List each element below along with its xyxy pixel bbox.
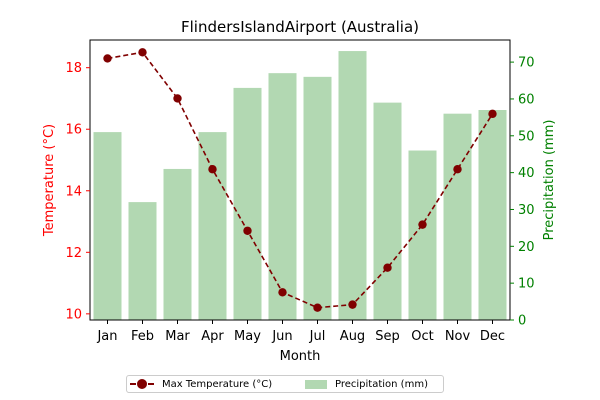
precipitation-bar — [233, 87, 262, 320]
precipitation-bar — [198, 132, 227, 320]
legend-swatch-temperature — [130, 379, 154, 389]
x-tick-label: Dec — [480, 329, 505, 344]
precipitation-bar — [128, 202, 157, 320]
x-tick-label: May — [234, 329, 261, 344]
left-tick-label: 18 — [65, 61, 82, 76]
right-y-axis: 0 10 20 30 40 50 60 70 — [510, 56, 535, 329]
legend-label-precipitation: Precipitation (mm) — [335, 378, 428, 390]
left-y-axis: 10 12 14 16 18 — [65, 61, 90, 322]
x-axis: Jan Feb Mar Apr May Jun Jul Aug Sep Oct Nov Dec — [96, 320, 505, 344]
temperature-point — [208, 165, 217, 174]
left-axis-label: Temperature (°C) — [42, 124, 57, 237]
plot-frame — [89, 39, 511, 321]
x-tick-label: Aug — [340, 329, 365, 344]
right-tick-label: 40 — [518, 166, 535, 181]
legend-swatch-precipitation — [305, 379, 327, 389]
right-tick-label: 10 — [518, 277, 535, 292]
precipitation-bar — [373, 102, 402, 320]
right-tick-label: 70 — [518, 56, 535, 71]
chart-title: FlindersIslandAirport (Australia) — [181, 18, 419, 36]
x-tick-label: Feb — [131, 329, 154, 344]
x-axis-label: Month — [280, 349, 321, 364]
x-tick-label: Nov — [445, 329, 471, 344]
precipitation-bar — [93, 132, 122, 320]
precipitation-bar — [338, 51, 367, 320]
temperature-point — [383, 263, 392, 272]
temperature-point — [488, 109, 497, 119]
temperature-point — [243, 226, 252, 235]
temperature-point — [173, 94, 182, 103]
temperature-point — [313, 303, 322, 312]
left-tick-label: 16 — [65, 123, 82, 138]
left-tick-label: 10 — [65, 307, 82, 322]
right-axis-label: Precipitation (mm) — [542, 120, 557, 241]
precipitation-bar — [478, 110, 507, 320]
x-tick-label: Jan — [96, 329, 117, 344]
x-tick-label: Mar — [165, 329, 190, 344]
legend-item-temperature: Max Temperature (°C) — [130, 376, 272, 392]
precipitation-bars — [93, 51, 507, 321]
x-tick-label: Oct — [411, 329, 433, 344]
temperature-point — [103, 54, 112, 63]
x-tick-label: Apr — [201, 329, 224, 344]
temperature-point — [138, 48, 147, 57]
right-tick-label: 0 — [518, 314, 526, 329]
legend-item-precipitation: Precipitation (mm) — [305, 376, 428, 392]
temperature-line-path — [107, 51, 494, 309]
right-tick-label: 50 — [518, 129, 535, 144]
precipitation-bar — [303, 76, 332, 320]
right-tick-label: 30 — [518, 203, 535, 218]
precipitation-bar — [268, 73, 297, 320]
temperature-point — [418, 220, 427, 229]
temperature-point — [348, 300, 357, 309]
precipitation-bar — [443, 113, 472, 321]
precipitation-bar — [408, 150, 437, 320]
x-tick-label: Jul — [309, 329, 326, 344]
x-tick-label: Sep — [375, 329, 400, 344]
legend-label-temperature: Max Temperature (°C) — [162, 378, 273, 390]
legend: Max Temperature (°C) Precipitation (mm) — [126, 375, 444, 393]
x-tick-label: Jun — [271, 329, 292, 344]
left-tick-label: 14 — [65, 184, 82, 199]
left-tick-label: 12 — [65, 246, 82, 261]
temperature-point — [453, 165, 462, 174]
temperature-line — [103, 48, 497, 312]
precipitation-bar — [163, 168, 192, 320]
temperature-point — [278, 288, 287, 297]
right-tick-label: 60 — [518, 92, 535, 107]
right-tick-label: 20 — [518, 240, 535, 255]
